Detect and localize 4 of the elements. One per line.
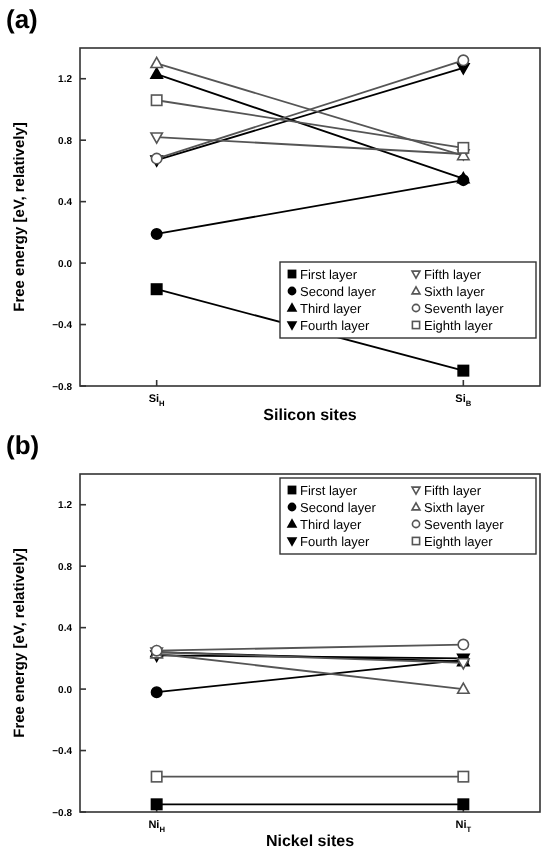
chart-title: (b) [6, 430, 40, 460]
chart-title: (a) [6, 4, 38, 34]
x-axis-title: Nickel sites [265, 832, 356, 850]
x-axis-title: Silicon sites [263, 406, 358, 424]
